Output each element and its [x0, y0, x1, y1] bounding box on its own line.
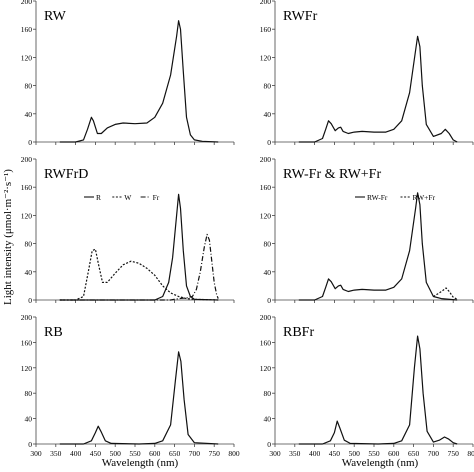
x-tick-label: 650 — [408, 449, 420, 458]
series-line-rb — [59, 351, 219, 445]
chart-panel-rb: 0 40 80 120 160 200 300 350 400 450 500 550 600 650 70… — [21, 313, 240, 458]
x-tick-label: 600 — [388, 449, 400, 458]
x-tick-label: 800 — [228, 449, 240, 458]
y-tick-label: 0 — [28, 138, 32, 147]
series-line-w — [59, 248, 219, 301]
chart-panel-rw: 0 40 80 120 160 200 RW — [21, 0, 235, 147]
y-tick-label: 160 — [260, 25, 272, 34]
panel-title: RWFrD — [44, 167, 88, 182]
x-tick-label: 800 — [467, 449, 474, 458]
y-tick-label: 120 — [21, 53, 33, 62]
y-tick-label: 200 — [21, 0, 33, 6]
x-tick-label: 500 — [110, 449, 122, 458]
x-tick-label: 700 — [428, 449, 440, 458]
y-tick-label: 0 — [267, 440, 271, 449]
panel-title: RW — [44, 9, 67, 24]
y-tick-label: 200 — [260, 0, 272, 6]
y-tick-label: 120 — [260, 364, 272, 373]
x-tick-label: 450 — [90, 449, 102, 458]
y-tick-label: 80 — [25, 240, 33, 249]
y-axis-label: Light intensity (μmol·m⁻²·s⁻¹) — [2, 169, 14, 305]
series-line-rw — [59, 20, 219, 143]
panel-title: RWFr — [283, 9, 318, 24]
x-tick-label: 400 — [70, 449, 82, 458]
panel-title: RB — [44, 325, 63, 340]
y-tick-label: 120 — [21, 211, 33, 220]
x-tick-label: 700 — [189, 449, 201, 458]
x-tick-label: 400 — [309, 449, 321, 458]
legend-label-rw-fr: RW-Fr — [367, 193, 388, 202]
legend-label-r: R — [96, 193, 101, 202]
x-tick-label: 750 — [209, 449, 221, 458]
series-line-rw-fr — [433, 287, 458, 300]
x-axis-label-right: Wavelength (nm) — [342, 457, 419, 469]
panel-title: RBFr — [283, 325, 314, 340]
series-line-rwfr — [298, 35, 458, 143]
legend-label-fr: Fr — [153, 193, 160, 202]
series-line-r — [59, 193, 219, 301]
y-tick-label: 0 — [28, 296, 32, 305]
y-tick-label: 200 — [21, 155, 33, 164]
y-tick-label: 120 — [260, 211, 272, 220]
x-tick-label: 450 — [329, 449, 341, 458]
x-tick-label: 550 — [368, 449, 380, 458]
chart-panel-rwfrd: 0 40 80 120 160 200 RWFrD R W Fr — [21, 155, 235, 305]
y-tick-label: 40 — [264, 415, 272, 424]
y-tick-label: 160 — [21, 338, 33, 347]
x-tick-label: 650 — [169, 449, 181, 458]
y-tick-label: 40 — [25, 268, 33, 277]
y-tick-label: 40 — [264, 110, 272, 119]
x-tick-label: 500 — [349, 449, 361, 458]
y-tick-label: 160 — [260, 183, 272, 192]
chart-panel-rbfr: 0 40 80 120 160 200 300 350 400 450 500 550 600 650 70… — [260, 313, 474, 458]
series-line-rw-fr — [298, 192, 458, 301]
y-tick-label: 0 — [28, 440, 32, 449]
x-tick-label: 550 — [129, 449, 141, 458]
x-tick-label: 600 — [149, 449, 161, 458]
panel-title: RW-Fr & RW+Fr — [283, 167, 381, 182]
y-tick-label: 40 — [264, 268, 272, 277]
y-tick-label: 80 — [25, 82, 33, 91]
x-tick-label: 350 — [289, 449, 301, 458]
x-axis-label-left: Wavelength (nm) — [102, 457, 179, 469]
y-tick-label: 0 — [267, 296, 271, 305]
y-tick-label: 40 — [25, 110, 33, 119]
x-tick-label: 350 — [50, 449, 62, 458]
y-tick-label: 0 — [267, 138, 271, 147]
y-tick-label: 40 — [25, 415, 33, 424]
y-tick-label: 160 — [260, 338, 272, 347]
y-tick-label: 120 — [260, 53, 272, 62]
legend-label-w: W — [124, 193, 132, 202]
x-tick-label: 300 — [30, 449, 42, 458]
y-tick-label: 200 — [21, 313, 33, 322]
y-tick-label: 160 — [21, 25, 33, 34]
series-line-rbfr — [298, 335, 458, 445]
y-tick-label: 80 — [264, 82, 272, 91]
y-tick-label: 120 — [21, 364, 33, 373]
chart-panel-rw-fr-rw-fr: 0 40 80 120 160 200 RW-Fr & RW+Fr RW-Fr RW+Fr — [260, 155, 474, 305]
x-tick-label: 300 — [269, 449, 281, 458]
panels: 04080120160200RW04080120160200RWFr040801… — [21, 0, 474, 458]
chart-panel-rwfr: 0 40 80 120 160 200 RWFr — [260, 0, 474, 147]
x-tick-label: 750 — [448, 449, 460, 458]
y-tick-label: 80 — [264, 389, 272, 398]
legend-label-rw-fr: RW+Fr — [413, 193, 436, 202]
y-tick-label: 80 — [25, 389, 33, 398]
series-line-fr — [59, 233, 219, 301]
y-tick-label: 160 — [21, 183, 33, 192]
y-tick-label: 80 — [264, 240, 272, 249]
y-tick-label: 200 — [260, 155, 272, 164]
y-tick-label: 200 — [260, 313, 272, 322]
